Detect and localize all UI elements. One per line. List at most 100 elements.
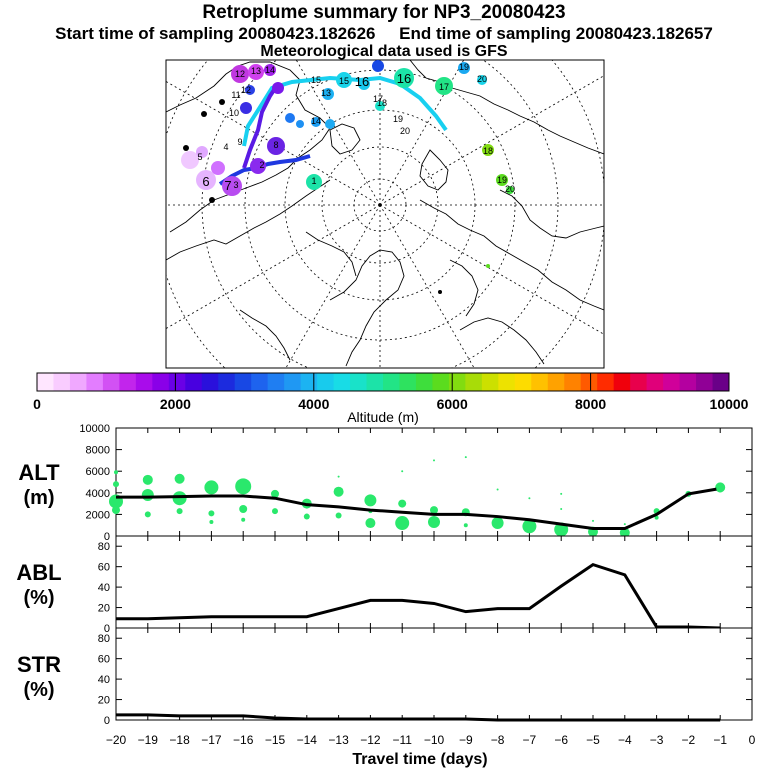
colorbar-swatch bbox=[69, 373, 87, 391]
scatter-point bbox=[491, 517, 504, 530]
trajectory-blob bbox=[375, 101, 385, 111]
coastline bbox=[305, 231, 357, 277]
trajectory-blob bbox=[306, 174, 322, 190]
alt-end-point bbox=[716, 484, 725, 493]
trajectory-blob bbox=[245, 85, 255, 95]
colorbar-swatch bbox=[53, 373, 71, 391]
abl-axis-label: ABL bbox=[16, 560, 61, 585]
colorbar-swatch bbox=[597, 373, 615, 391]
coastline bbox=[166, 179, 331, 261]
day-label: 19 bbox=[497, 175, 507, 185]
x-tick-label: −8 bbox=[491, 733, 505, 747]
scatter-point bbox=[619, 527, 630, 538]
y-tick-label: 0 bbox=[104, 715, 110, 727]
x-tick-label: −2 bbox=[682, 733, 696, 747]
trajectory-blob bbox=[506, 186, 514, 194]
x-tick-label: 0 bbox=[749, 733, 756, 747]
trajectory-blob bbox=[196, 146, 208, 158]
scatter-point bbox=[176, 508, 183, 515]
scatter-point bbox=[172, 491, 187, 506]
day-label: 19 bbox=[393, 114, 403, 124]
trajectory-blob bbox=[336, 72, 352, 88]
latitude-circle bbox=[321, 146, 439, 264]
day-label: 20 bbox=[505, 184, 515, 194]
colorbar-swatch bbox=[317, 373, 335, 391]
day-label: 6 bbox=[202, 174, 209, 189]
end-time-label: End time of sampling 20080423.182657 bbox=[399, 24, 713, 43]
scatter-point bbox=[398, 499, 407, 508]
coastline bbox=[409, 60, 604, 155]
sampling-times: Start time of sampling 20080423.182626 E… bbox=[0, 24, 768, 44]
meridian-line bbox=[166, 80, 381, 206]
y-tick-label: 0 bbox=[104, 623, 110, 635]
coastline bbox=[419, 149, 449, 191]
trajectory-blob bbox=[458, 62, 470, 74]
scatter-point bbox=[496, 488, 499, 491]
colorbar-swatch bbox=[135, 373, 153, 391]
scatter-point bbox=[239, 505, 248, 513]
x-tick-label: −9 bbox=[459, 733, 473, 747]
str-axis-label: STR bbox=[17, 652, 61, 677]
meridian-line bbox=[166, 204, 381, 330]
colorbar-tick-label: 10000 bbox=[710, 396, 749, 412]
day-label: 10 bbox=[229, 108, 239, 118]
coastline bbox=[419, 199, 604, 311]
day-label: 15 bbox=[311, 75, 321, 85]
colorbar-swatch bbox=[383, 373, 400, 391]
y-tick-label: 4000 bbox=[86, 488, 110, 500]
meridian-line bbox=[379, 75, 604, 206]
x-tick-label: −3 bbox=[650, 733, 664, 747]
scatter-point bbox=[430, 506, 438, 515]
map-trajectories bbox=[181, 60, 514, 294]
colorbar-swatch bbox=[267, 373, 285, 391]
colorbar-swatch bbox=[465, 373, 483, 391]
scatter-point bbox=[592, 519, 594, 522]
day-label: 2 bbox=[259, 160, 264, 170]
scatter-point bbox=[464, 456, 467, 459]
x-tick-label: −19 bbox=[138, 733, 159, 747]
day-label: 8 bbox=[273, 140, 278, 150]
day-label: 14 bbox=[311, 116, 321, 126]
x-tick-label: −13 bbox=[328, 733, 349, 747]
x-tick-label: −14 bbox=[297, 733, 318, 747]
map-coastlines bbox=[166, 60, 604, 367]
day-label: 15 bbox=[339, 76, 349, 86]
colorbar-swatch bbox=[712, 373, 730, 391]
trajectory-blob bbox=[482, 144, 494, 156]
trajectory-blob bbox=[248, 64, 264, 80]
day-label: 11 bbox=[231, 90, 240, 100]
trajectory-blob bbox=[222, 176, 242, 196]
colorbar-swatch bbox=[613, 373, 631, 391]
scatter-point bbox=[204, 480, 219, 495]
colorbar-swatch bbox=[547, 373, 565, 391]
day-label: 4 bbox=[223, 142, 228, 152]
scatter-point bbox=[141, 488, 154, 501]
scatter-point bbox=[209, 519, 214, 524]
scatter-point bbox=[654, 515, 659, 520]
trajectory-blob bbox=[438, 290, 442, 294]
colorbar-swatch bbox=[201, 373, 219, 391]
coastline bbox=[329, 123, 361, 155]
coastline bbox=[239, 309, 291, 361]
scatter-point bbox=[433, 459, 435, 462]
abl-panel-frame bbox=[115, 535, 753, 629]
scatter-point bbox=[528, 497, 531, 500]
trajectory-blob bbox=[435, 77, 453, 95]
colorbar-swatch bbox=[646, 373, 664, 391]
meridian-line bbox=[379, 60, 465, 206]
day-label: 12 bbox=[235, 69, 245, 79]
scatter-point bbox=[208, 510, 215, 517]
scatter-point bbox=[114, 470, 118, 475]
alt-axis-label: ALT bbox=[18, 460, 60, 485]
coastline bbox=[499, 189, 604, 239]
scatter-point bbox=[303, 513, 310, 520]
start-time-label: Start time of sampling 20080423.182626 bbox=[55, 24, 376, 43]
colorbar-swatch bbox=[531, 373, 549, 391]
scatter-point bbox=[144, 511, 151, 518]
y-tick-label: 2000 bbox=[86, 509, 110, 521]
colorbar-swatch bbox=[218, 373, 236, 391]
colorbar-swatch bbox=[119, 373, 137, 391]
scatter-point bbox=[174, 473, 185, 484]
